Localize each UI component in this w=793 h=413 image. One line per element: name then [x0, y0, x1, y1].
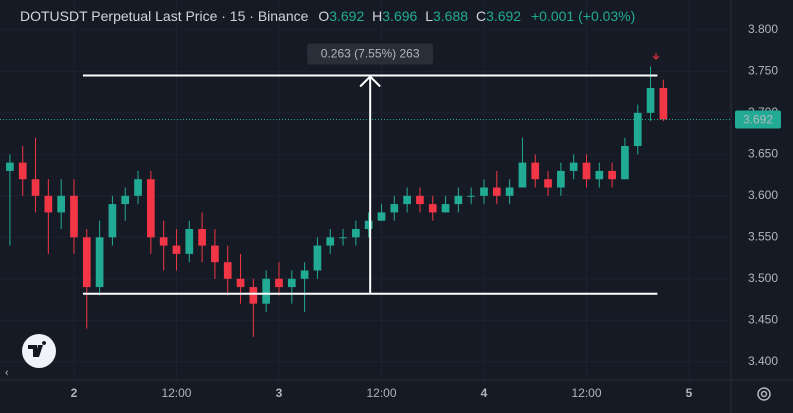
candle-body — [300, 270, 309, 279]
x-tick-label: 12:00 — [571, 386, 601, 400]
y-tick-label: 3.800 — [748, 22, 778, 36]
candle-body — [505, 187, 514, 196]
plot-area — [0, 0, 730, 380]
tv-logo[interactable] — [22, 334, 56, 368]
candle-body — [223, 262, 232, 279]
change: +0.001 (+0.03%) — [531, 8, 635, 24]
c-label: C — [476, 8, 486, 24]
o-value: 3.692 — [329, 8, 364, 24]
symbol: DOTUSDT Perpetual Last Price · 15 · Bina… — [20, 8, 309, 24]
x-tick-label: 3 — [276, 386, 283, 400]
candle-body — [236, 278, 245, 288]
y-tick-label: 3.400 — [748, 354, 778, 368]
o-label: O — [318, 8, 329, 24]
candle-body — [441, 204, 450, 213]
candle-body — [608, 170, 616, 180]
y-tick-label: 3.550 — [748, 229, 778, 243]
candle-body — [275, 278, 283, 288]
y-tick-label: 3.450 — [748, 312, 778, 326]
candle-body — [633, 112, 642, 147]
candle-body — [198, 228, 206, 246]
y-tick-label: 3.750 — [748, 64, 778, 78]
l-label: L — [425, 8, 433, 24]
candle-body — [416, 195, 424, 205]
y-tick-label: 3.500 — [748, 271, 778, 285]
last-price-box — [735, 110, 781, 129]
candle-body — [249, 287, 258, 304]
candle-body — [18, 162, 27, 180]
measure-label-box — [307, 43, 434, 65]
l-value: 3.688 — [433, 8, 468, 24]
candle-body — [185, 228, 194, 254]
candle-body — [595, 170, 604, 180]
candle-body — [377, 212, 386, 221]
candle-body — [569, 162, 578, 171]
candle-body — [262, 278, 271, 304]
candle-body — [57, 195, 66, 213]
x-tick-label: 12:00 — [161, 386, 191, 400]
candle-body — [44, 195, 53, 213]
measure-label: 0.263 (7.55%) 263 — [321, 47, 420, 61]
x-tick-label: 12:00 — [366, 386, 396, 400]
candle-body — [31, 179, 40, 196]
x-tick-label: 4 — [481, 386, 488, 400]
candle-body — [313, 245, 322, 271]
candle-body — [582, 162, 591, 180]
candle-body — [134, 179, 142, 196]
x-tick-label: 5 — [686, 386, 693, 400]
candle-body — [287, 278, 296, 288]
x-tick-label: 2 — [71, 386, 78, 400]
candle-body — [159, 237, 168, 246]
candle-body — [531, 162, 540, 180]
candle-body — [95, 237, 104, 288]
h-label: H — [372, 8, 382, 24]
candle-body — [467, 195, 476, 197]
candle-body — [544, 179, 552, 188]
candle-body — [621, 146, 629, 180]
candle-body — [172, 245, 181, 254]
candle-body — [557, 170, 565, 188]
candle-body — [403, 195, 411, 205]
candle-body — [364, 220, 373, 229]
candle-body — [147, 179, 155, 238]
settings-icon[interactable] — [757, 387, 771, 401]
candle-body — [211, 245, 219, 263]
candle-body — [108, 204, 117, 238]
candle-body — [82, 237, 91, 288]
y-tick-label: 3.600 — [748, 188, 778, 202]
candle-body — [659, 87, 668, 120]
legend: DOTUSDT Perpetual Last Price · 15 · Bina… — [20, 8, 635, 24]
candle-body — [352, 228, 360, 238]
candle-body — [454, 195, 463, 205]
candle-body — [646, 87, 655, 113]
candle-body — [70, 195, 78, 238]
h-value: 3.696 — [382, 8, 417, 24]
y-tick-label: 3.650 — [748, 146, 778, 160]
measure-arrow-head — [359, 75, 381, 88]
c-value: 3.692 — [486, 8, 521, 24]
candle-body — [518, 162, 527, 188]
last-price-label: 3.692 — [743, 113, 773, 127]
signal-arrow — [652, 53, 660, 60]
candle-body — [326, 237, 335, 246]
candle-body — [121, 195, 130, 205]
candle-body — [428, 204, 437, 213]
candle-body — [492, 187, 501, 196]
candle-body — [480, 187, 488, 196]
candle-body — [339, 237, 347, 239]
candle-body — [6, 162, 14, 171]
candle-body — [390, 204, 399, 213]
scroll-left[interactable]: ‹ — [5, 367, 9, 379]
